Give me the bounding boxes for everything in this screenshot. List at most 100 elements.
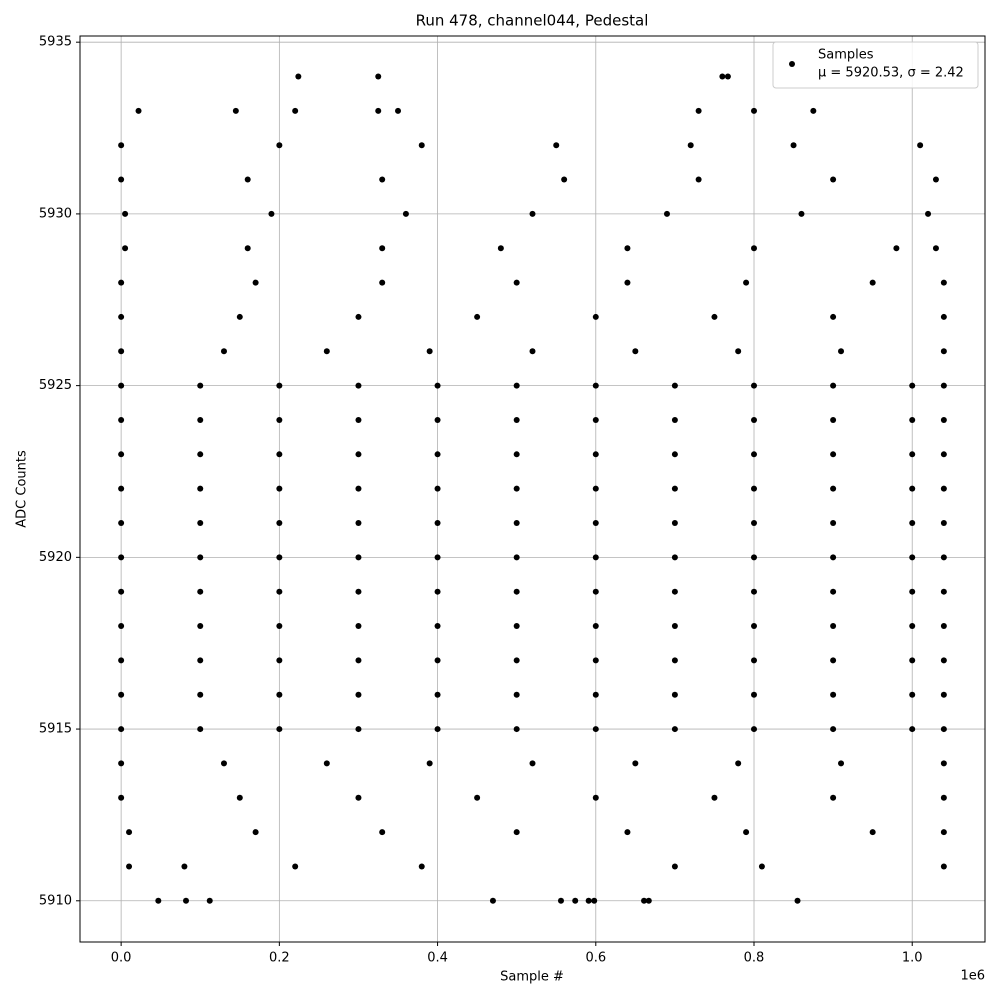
data-point: [276, 520, 283, 527]
data-point: [355, 520, 362, 527]
data-point: [529, 348, 536, 355]
data-point: [909, 657, 916, 664]
data-point: [592, 657, 599, 664]
data-point: [591, 897, 598, 904]
data-point: [592, 416, 599, 423]
data-point: [743, 829, 750, 836]
data-point: [940, 691, 947, 698]
data-point: [292, 863, 299, 870]
data-point: [810, 107, 817, 114]
data-point: [426, 760, 433, 767]
data-point: [909, 554, 916, 561]
data-point: [751, 726, 758, 733]
data-point: [355, 313, 362, 320]
data-point: [645, 897, 652, 904]
data-point: [292, 107, 299, 114]
data-point: [118, 623, 125, 630]
x-tick-label: 0.0: [111, 951, 132, 966]
plot-frame: [79, 35, 986, 943]
data-point: [434, 588, 441, 595]
data-point: [197, 554, 204, 561]
data-point: [434, 416, 441, 423]
data-point: [940, 623, 947, 630]
data-point: [940, 520, 947, 527]
data-point: [592, 313, 599, 320]
data-point: [940, 313, 947, 320]
data-point: [671, 691, 678, 698]
data-point: [426, 348, 433, 355]
y-axis-label: ADC Counts: [15, 450, 30, 528]
data-point: [379, 245, 386, 252]
data-point: [830, 416, 837, 423]
data-point: [940, 485, 947, 492]
data-point: [276, 382, 283, 389]
data-point: [418, 142, 425, 149]
legend: Samples μ = 5920.53, σ = 2.42: [772, 41, 979, 89]
data-point: [434, 485, 441, 492]
data-point: [830, 176, 837, 183]
data-point: [418, 863, 425, 870]
data-point: [925, 210, 932, 217]
data-point: [751, 416, 758, 423]
data-point: [155, 897, 162, 904]
data-point: [118, 554, 125, 561]
data-point: [751, 451, 758, 458]
data-point: [751, 245, 758, 252]
data-point: [830, 623, 837, 630]
data-point: [671, 451, 678, 458]
data-point: [434, 520, 441, 527]
data-point: [355, 485, 362, 492]
data-point: [513, 691, 520, 698]
data-point: [557, 897, 564, 904]
legend-note: μ = 5920.53, σ = 2.42: [818, 66, 964, 81]
data-point: [118, 485, 125, 492]
data-point: [663, 210, 670, 217]
data-point: [513, 279, 520, 286]
data-point: [355, 623, 362, 630]
data-point: [940, 382, 947, 389]
data-point: [118, 382, 125, 389]
data-point: [513, 554, 520, 561]
data-point: [641, 897, 648, 904]
data-point: [323, 348, 330, 355]
x-tick-label: 0.8: [744, 951, 765, 966]
data-point: [276, 142, 283, 149]
data-point: [909, 451, 916, 458]
x-tick-label: 0.4: [427, 951, 448, 966]
x-axis-label: Sample #: [500, 970, 564, 985]
data-point: [236, 794, 243, 801]
data-point: [940, 829, 947, 836]
data-point: [252, 279, 259, 286]
data-point: [379, 829, 386, 836]
data-point: [940, 416, 947, 423]
data-point: [671, 623, 678, 630]
data-point: [751, 554, 758, 561]
data-point: [276, 726, 283, 733]
data-point: [592, 382, 599, 389]
data-point: [909, 520, 916, 527]
data-point: [197, 485, 204, 492]
chart-title: Run 478, channel044, Pedestal: [416, 12, 649, 30]
data-point: [592, 623, 599, 630]
data-point: [869, 829, 876, 836]
data-point: [276, 485, 283, 492]
data-point: [830, 657, 837, 664]
data-point: [118, 520, 125, 527]
data-point: [671, 520, 678, 527]
data-point: [395, 107, 402, 114]
data-point: [671, 485, 678, 492]
data-point: [592, 726, 599, 733]
x-tick-label: 1.0: [902, 951, 923, 966]
data-point: [513, 829, 520, 836]
data-point: [118, 348, 125, 355]
data-point: [909, 623, 916, 630]
data-point: [355, 657, 362, 664]
data-point: [276, 451, 283, 458]
data-point: [940, 794, 947, 801]
data-point: [375, 107, 382, 114]
y-tick-label: 5920: [39, 550, 72, 565]
data-point: [513, 416, 520, 423]
data-point: [838, 760, 845, 767]
data-point: [118, 142, 125, 149]
data-point: [355, 382, 362, 389]
